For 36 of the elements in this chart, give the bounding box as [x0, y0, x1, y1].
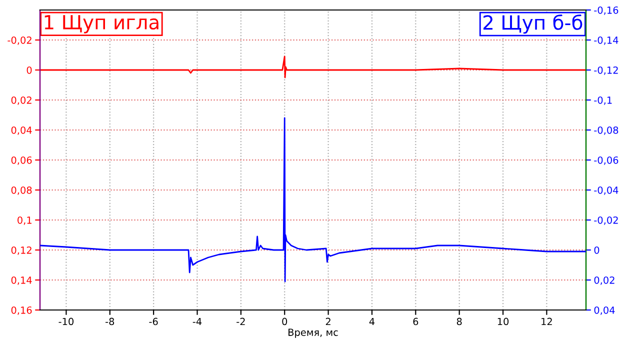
x-tick-label: -4 — [192, 318, 202, 326]
y2-tick-label: -0,12 — [594, 66, 618, 75]
series-label: 1 Щуп игла — [44, 15, 158, 34]
y-tick-label: 0,14 — [11, 276, 32, 285]
y-tick-label: 0,04 — [11, 126, 32, 135]
x-tick-label: 0 — [282, 318, 288, 326]
y-tick-label: 0,06 — [11, 156, 32, 165]
y-tick-label: 0,02 — [11, 96, 32, 105]
y2-tick-label: -0,16 — [594, 6, 618, 15]
x-tick-label: -2 — [236, 318, 245, 326]
y2-tick-label: -0,06 — [594, 156, 618, 165]
x-tick-label: -6 — [149, 318, 158, 326]
y2-tick-label: -0,14 — [594, 36, 618, 45]
y-tick-label: 0,16 — [11, 306, 32, 315]
y2-tick-label: -0,04 — [594, 186, 618, 195]
y-tick-label: 0,1 — [18, 216, 32, 225]
x-tick-label: -10 — [58, 318, 74, 326]
y2-tick-label: 0 — [594, 246, 600, 254]
y-tick-label: 0,08 — [11, 186, 32, 195]
x-tick-label: 2 — [326, 318, 330, 326]
x-tick-label: -8 — [106, 318, 114, 326]
y-tick-label: -0,02 — [8, 36, 32, 45]
x-tick-label: 12 — [542, 318, 552, 326]
x-tick-label: 4 — [369, 318, 375, 326]
y2-tick-label: 0,04 — [594, 306, 615, 315]
y-tick-label: 0,12 — [11, 246, 32, 255]
x-axis-title: Время, мс — [288, 328, 338, 338]
y-tick-label: 0 — [26, 66, 32, 74]
text: 2 Щуп б-б — [483, 14, 582, 34]
x-tick-label: 8 — [456, 318, 462, 326]
y2-tick-label: 0,02 — [594, 276, 614, 285]
x-tick-label: 10 — [498, 318, 509, 326]
y2-tick-label: -0,1 — [594, 96, 612, 105]
y2-tick-label: -0,02 — [594, 216, 618, 225]
x-tick-label: 6 — [413, 318, 418, 326]
y2-tick-label: -0,08 — [594, 126, 618, 135]
